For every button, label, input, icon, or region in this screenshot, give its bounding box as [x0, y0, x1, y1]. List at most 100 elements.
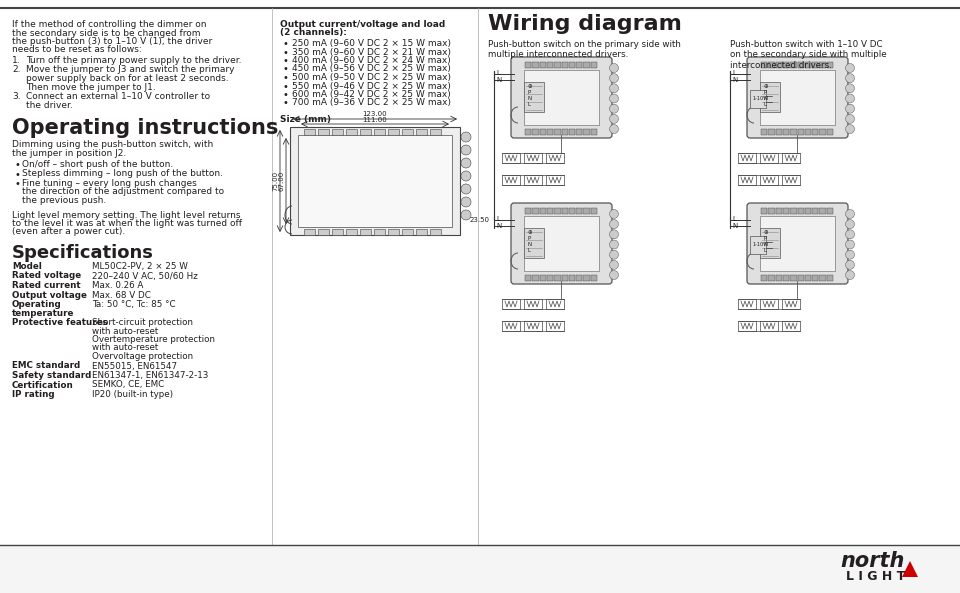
Text: •: •	[14, 170, 20, 180]
Bar	[790, 208, 797, 214]
Bar	[584, 129, 589, 135]
Text: EMC standard: EMC standard	[12, 362, 81, 371]
Text: Output voltage: Output voltage	[12, 291, 86, 299]
Text: the driver.: the driver.	[26, 100, 73, 110]
Text: On/off – short push of the button.: On/off – short push of the button.	[22, 160, 173, 169]
Bar	[760, 299, 778, 309]
Text: •: •	[282, 65, 288, 75]
Bar	[554, 208, 561, 214]
Text: IP20 (built-in type): IP20 (built-in type)	[92, 390, 173, 399]
Bar	[540, 129, 546, 135]
Circle shape	[610, 114, 618, 123]
Bar	[540, 275, 546, 281]
Text: Rated voltage: Rated voltage	[12, 272, 82, 280]
Text: 400 mA (9–60 V DC 2 × 24 W max): 400 mA (9–60 V DC 2 × 24 W max)	[292, 56, 451, 65]
Text: 700 mA (9–36 V DC 2 × 25 W max): 700 mA (9–36 V DC 2 × 25 W max)	[292, 98, 451, 107]
Text: power supply back on for at least 2 seconds.: power supply back on for at least 2 seco…	[26, 74, 228, 83]
Bar	[525, 275, 531, 281]
Bar	[812, 62, 818, 68]
Bar	[750, 236, 766, 254]
Bar	[768, 62, 775, 68]
Text: N: N	[527, 97, 531, 101]
Bar	[783, 129, 789, 135]
Text: •: •	[14, 179, 20, 189]
Circle shape	[610, 230, 618, 239]
Circle shape	[846, 260, 854, 269]
Circle shape	[610, 125, 618, 133]
Bar	[388, 229, 399, 235]
Bar	[374, 129, 385, 135]
Bar	[524, 321, 542, 331]
Text: Overtemperature protection: Overtemperature protection	[92, 335, 215, 344]
Text: •: •	[282, 39, 288, 49]
Text: 1.: 1.	[12, 56, 20, 65]
Text: ML50C2-PV, 2 × 25 W: ML50C2-PV, 2 × 25 W	[92, 262, 188, 271]
Text: N: N	[732, 223, 737, 229]
Text: ⊕: ⊕	[763, 231, 768, 235]
Circle shape	[461, 197, 471, 207]
Text: Stepless dimming – long push of the button.: Stepless dimming – long push of the butt…	[22, 170, 223, 178]
Bar	[524, 175, 542, 185]
Circle shape	[461, 145, 471, 155]
Bar	[804, 275, 811, 281]
Circle shape	[610, 240, 618, 249]
Text: Fine tuning – every long push changes: Fine tuning – every long push changes	[22, 179, 197, 188]
Text: Protective features: Protective features	[12, 318, 108, 327]
Text: (even after a power cut).: (even after a power cut).	[12, 228, 125, 237]
Circle shape	[610, 84, 618, 93]
Bar	[547, 208, 553, 214]
Text: 123.00: 123.00	[363, 111, 387, 117]
Bar	[568, 208, 575, 214]
Bar	[590, 129, 597, 135]
Text: L: L	[763, 103, 766, 107]
Bar	[584, 62, 589, 68]
Text: Ta: 50 °C, Tc: 85 °C: Ta: 50 °C, Tc: 85 °C	[92, 300, 176, 309]
Text: Max. 68 V DC: Max. 68 V DC	[92, 291, 151, 299]
Text: to the level it was at when the light was turned off: to the level it was at when the light wa…	[12, 219, 242, 228]
Bar	[318, 229, 329, 235]
Bar	[760, 228, 780, 257]
Text: Safety standard: Safety standard	[12, 371, 91, 380]
Text: •: •	[282, 56, 288, 66]
Circle shape	[846, 125, 854, 133]
Text: 250 mA (9–60 V DC 2 × 15 W max): 250 mA (9–60 V DC 2 × 15 W max)	[292, 39, 451, 48]
Text: P: P	[763, 237, 766, 241]
Text: Model: Model	[12, 262, 42, 271]
Bar	[502, 153, 520, 163]
Text: 111.00: 111.00	[363, 117, 388, 123]
Bar	[576, 208, 583, 214]
Bar	[761, 275, 767, 281]
Circle shape	[610, 219, 618, 229]
Text: EN61347-1, EN61347-2-13: EN61347-1, EN61347-2-13	[92, 371, 208, 380]
Text: (2 channels):: (2 channels):	[280, 28, 347, 37]
Bar	[827, 208, 833, 214]
Bar	[554, 129, 561, 135]
Text: 550 mA (9–46 V DC 2 × 25 W max): 550 mA (9–46 V DC 2 × 25 W max)	[292, 81, 451, 91]
Text: 450 mA (9–56 V DC 2 × 25 W max): 450 mA (9–56 V DC 2 × 25 W max)	[292, 65, 451, 74]
Bar	[584, 275, 589, 281]
Bar	[502, 299, 520, 309]
Text: IP rating: IP rating	[12, 390, 55, 399]
Text: Then move the jumper to J1.: Then move the jumper to J1.	[26, 82, 156, 91]
Text: 1-10V: 1-10V	[752, 243, 766, 247]
Circle shape	[461, 132, 471, 142]
Bar	[768, 275, 775, 281]
Bar	[776, 275, 781, 281]
Bar	[346, 229, 357, 235]
Bar	[576, 129, 583, 135]
Bar	[547, 129, 553, 135]
Bar	[524, 81, 544, 111]
Bar	[820, 208, 826, 214]
Bar	[776, 62, 781, 68]
Bar	[524, 299, 542, 309]
Text: Operating instructions: Operating instructions	[12, 118, 278, 138]
Bar	[738, 299, 756, 309]
Bar	[525, 208, 531, 214]
Bar	[790, 129, 797, 135]
Text: Certification: Certification	[12, 381, 74, 390]
FancyBboxPatch shape	[747, 203, 848, 284]
Bar	[812, 208, 818, 214]
Bar	[562, 62, 567, 68]
Bar	[590, 275, 597, 281]
Bar	[524, 228, 544, 257]
